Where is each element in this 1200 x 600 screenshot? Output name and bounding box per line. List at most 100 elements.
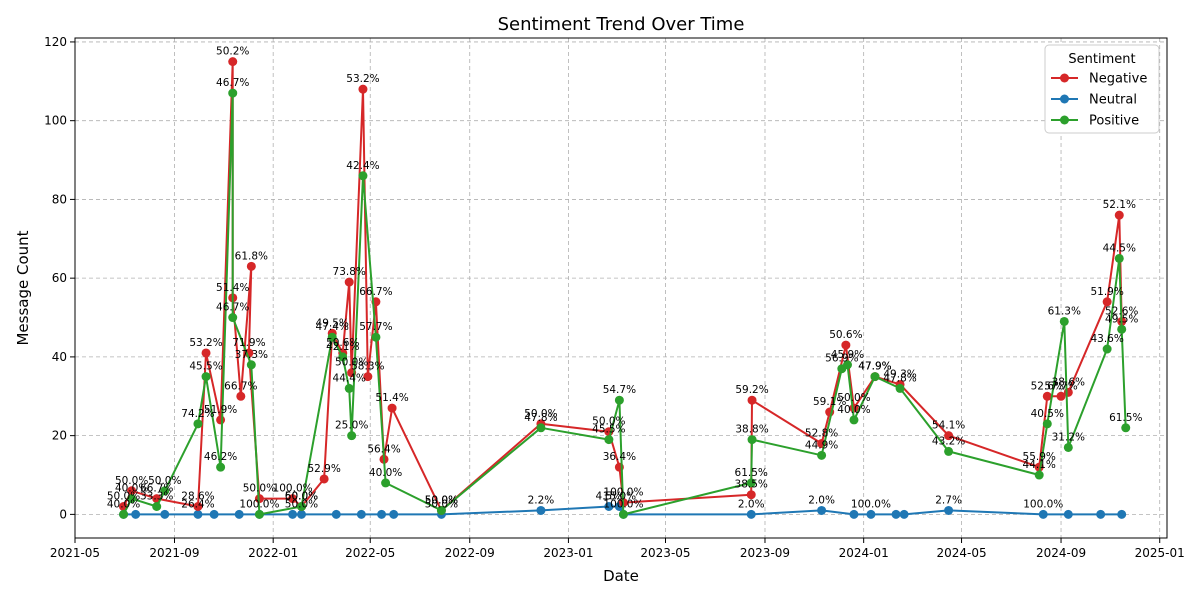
data-point-positive xyxy=(160,486,170,496)
data-label-neutral: 2.7% xyxy=(935,494,962,506)
data-point-neutral xyxy=(746,509,756,519)
legend-entries: Negative Neutral Positive xyxy=(1051,72,1147,129)
data-point-positive xyxy=(152,502,162,512)
data-label-negative: 73.8% xyxy=(333,266,366,278)
x-tick-label: 2025-01 xyxy=(1135,546,1185,560)
data-point-negative xyxy=(127,486,137,496)
data-label-positive: 47.8% xyxy=(524,412,557,424)
data-point-positive xyxy=(842,360,852,370)
data-label-positive: 57.7% xyxy=(359,321,392,333)
data-label-negative: 52.6% xyxy=(1031,380,1064,392)
legend-label: Negative xyxy=(1089,72,1147,87)
data-point-neutral xyxy=(891,509,901,519)
data-label-negative: 47.9% xyxy=(858,361,891,373)
y-tick-label: 120 xyxy=(44,35,67,49)
data-label-negative: 100.0% xyxy=(603,487,643,499)
data-point-negative xyxy=(1056,391,1066,401)
data-label-positive: 45.5% xyxy=(592,424,625,436)
data-point-positive xyxy=(618,509,628,519)
data-label-positive: 44.4% xyxy=(333,372,366,384)
x-tick-label: 2022-05 xyxy=(345,546,395,560)
data-point-positive xyxy=(1059,316,1069,326)
data-label-negative: 50.0% xyxy=(592,416,625,428)
data-label-negative: 50.0% xyxy=(335,357,368,369)
data-label-negative: 59.1% xyxy=(813,396,846,408)
data-point-negative xyxy=(746,490,756,500)
x-axis-label: Date xyxy=(603,567,639,585)
data-label-positive: 45.5% xyxy=(189,361,222,373)
data-label-negative: 50.0% xyxy=(524,408,557,420)
y-tick-label: 40 xyxy=(52,350,67,364)
data-label-negative: 50.0% xyxy=(425,494,458,506)
data-label-negative: 71.9% xyxy=(232,337,265,349)
data-point-neutral xyxy=(944,505,954,515)
data-label-neutral: 2.2% xyxy=(528,494,555,506)
data-point-positive xyxy=(536,423,546,433)
data-point-negative xyxy=(841,340,851,350)
x-axis-ticks: 2021-05 2021-09 2022-01 2022-05 2022-09 2023-… xyxy=(50,538,1185,560)
data-label-positive: 56.9% xyxy=(825,353,858,365)
data-label-negative: 50.0% xyxy=(115,475,148,487)
y-tick-label: 80 xyxy=(52,192,67,206)
data-point-negative xyxy=(344,277,354,287)
data-label-positive: 46.7% xyxy=(216,77,249,89)
data-point-positive xyxy=(944,446,954,456)
data-label-positive: 40.0% xyxy=(115,483,148,495)
data-label-negative: 36.4% xyxy=(603,451,636,463)
data-point-neutral xyxy=(866,509,876,519)
data-point-positive xyxy=(246,360,256,370)
data-point-negative xyxy=(228,57,238,67)
data-label-negative: 38.5% xyxy=(735,479,768,491)
data-label-negative: 50.0% xyxy=(837,392,870,404)
data-point-positive xyxy=(216,462,226,472)
data-label-positive: 37.3% xyxy=(235,349,268,361)
data-point-negative xyxy=(193,502,203,512)
data-label-neutral: 2.0% xyxy=(808,494,835,506)
series-layer xyxy=(119,57,1131,519)
data-label-negative: 50.2% xyxy=(216,46,249,58)
data-point-negative xyxy=(246,261,256,271)
data-label-negative: 38.6% xyxy=(1052,376,1085,388)
data-label-negative: 53.2% xyxy=(189,337,222,349)
data-point-positive xyxy=(870,372,880,382)
data-point-positive xyxy=(1114,253,1124,263)
x-tick-label: 2024-05 xyxy=(936,546,986,560)
data-point-neutral xyxy=(234,509,244,519)
data-label-negative: 53.2% xyxy=(346,73,379,85)
data-point-negative xyxy=(201,348,211,358)
data-label-negative: 66.7% xyxy=(224,380,257,392)
y-tick-label: 60 xyxy=(52,271,67,285)
legend: Sentiment Negative Neutral Positive xyxy=(1044,44,1160,134)
data-label-positive: 50.0% xyxy=(285,491,318,503)
data-label-positive: 42.4% xyxy=(346,160,379,172)
data-point-positive xyxy=(1121,423,1131,433)
data-label-negative: 52.1% xyxy=(1103,199,1136,211)
data-label-positive: 40.0% xyxy=(837,404,870,416)
data-label-negative: 58.3% xyxy=(351,361,384,373)
x-tick-label: 2021-09 xyxy=(149,546,199,560)
data-point-neutral xyxy=(1038,509,1048,519)
data-label-negative: 49.5% xyxy=(316,317,349,329)
data-point-positive xyxy=(1034,470,1044,480)
data-point-neutral xyxy=(209,509,219,519)
data-label-positive: 42.1% xyxy=(326,341,359,353)
data-label-negative: 52.9% xyxy=(307,463,340,475)
legend-marker xyxy=(1060,73,1069,83)
data-label-positive: 61.5% xyxy=(1109,412,1142,424)
data-point-neutral xyxy=(817,505,827,515)
x-tick-label: 2022-01 xyxy=(248,546,298,560)
data-labels: 26.4% 50.0% 50.0% 2.2% 4.5%15.0%2.0% 2.0% 100.… xyxy=(107,46,1143,511)
data-point-negative xyxy=(216,415,226,425)
data-label-positive: 47.9% xyxy=(858,361,891,373)
series-positive xyxy=(119,88,1131,519)
data-point-positive xyxy=(436,505,446,515)
data-point-neutral xyxy=(604,502,614,512)
data-label-positive: 33.3% xyxy=(140,491,173,503)
data-label-neutral: 15.0% xyxy=(603,491,636,503)
data-point-positive xyxy=(381,478,391,488)
data-point-positive xyxy=(228,88,238,98)
data-point-negative xyxy=(236,391,246,401)
data-point-neutral xyxy=(131,509,141,519)
data-point-positive xyxy=(614,395,624,405)
